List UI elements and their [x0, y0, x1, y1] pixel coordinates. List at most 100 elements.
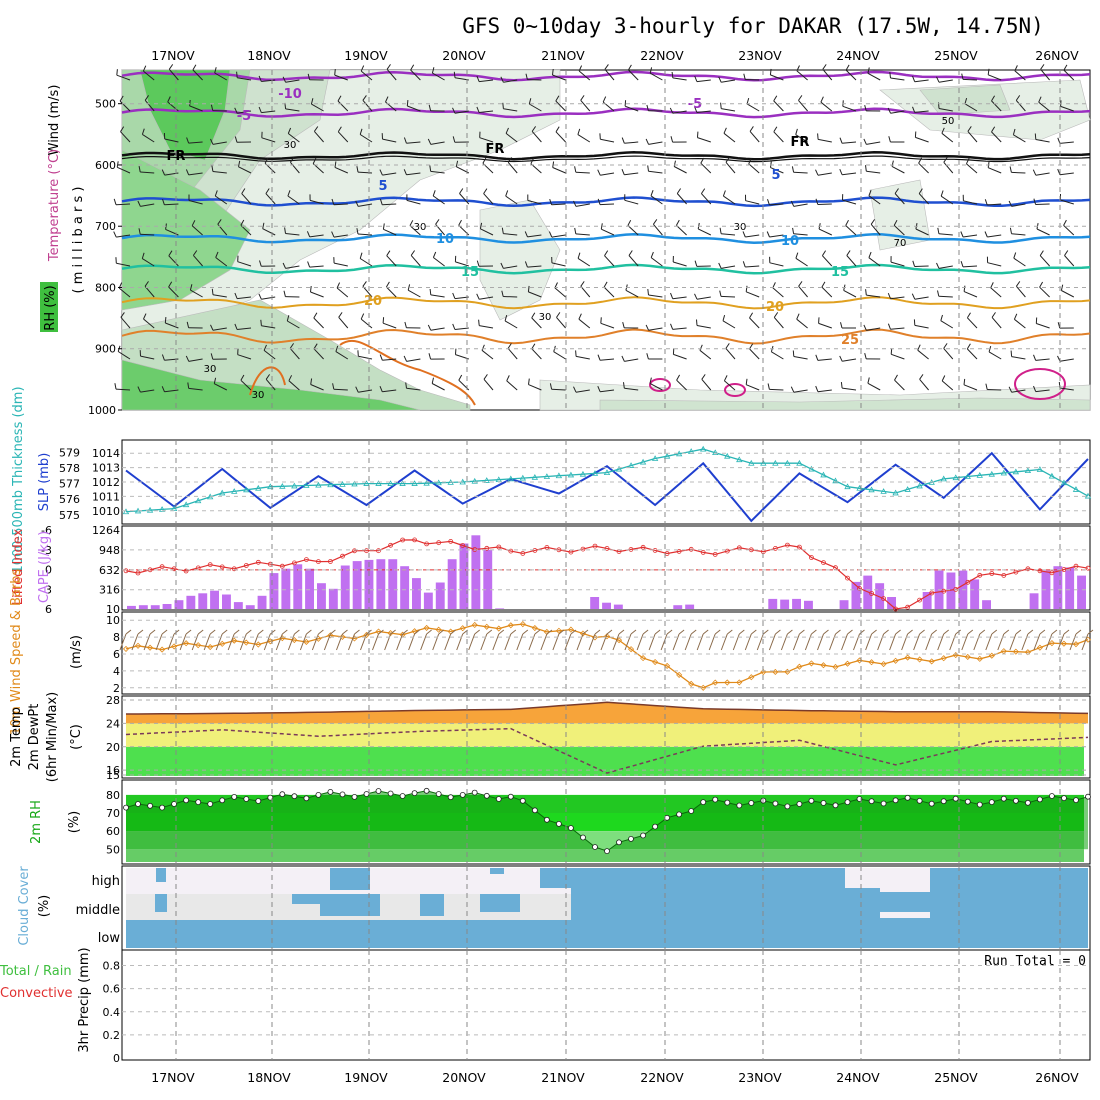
wind-barb-flag [822, 64, 827, 70]
wind-barb [770, 74, 784, 81]
wind-barb-flag [549, 383, 553, 390]
cape-bar [471, 535, 481, 609]
wind-barb [406, 172, 421, 176]
li-line [125, 539, 1089, 610]
wind-barb-flag [185, 169, 190, 176]
wind-barb [1011, 233, 1026, 236]
li-marker [340, 553, 345, 559]
cape-bar [269, 573, 279, 609]
thickness-marker [423, 479, 430, 486]
temp-tick: 24 [106, 717, 120, 730]
wind10-marker [531, 624, 538, 632]
wind-barb [337, 100, 349, 112]
cape-bar [447, 559, 457, 609]
wind-barb-flag [839, 137, 843, 144]
wind10-barb-flag [161, 629, 168, 635]
wind-barb-flag [236, 71, 238, 78]
wind-barb-flag [815, 385, 819, 392]
wind-barb-flag [767, 199, 770, 206]
wind10-tick: 10 [106, 614, 120, 627]
wind-barb-flag [505, 127, 509, 134]
wind-barb [1061, 290, 1075, 298]
slp-tick: 1013 [92, 462, 120, 475]
wind-barb-flag [815, 354, 819, 361]
wind10-marker [1060, 640, 1068, 647]
li-marker [688, 546, 694, 552]
wind10-marker [976, 655, 983, 662]
rh-marker [640, 832, 646, 839]
wind-barb-flag [191, 220, 196, 226]
rh-contour-fill [479, 199, 561, 321]
wind-barb [696, 110, 711, 113]
wind-barb-flag [621, 169, 625, 175]
wind10-barb [323, 633, 331, 651]
wind10-marker [1084, 636, 1092, 643]
wind-barb [1035, 203, 1050, 205]
li-marker [171, 566, 177, 572]
wind-barb-flag [670, 323, 674, 330]
day-label-bottom: 19NOV [344, 1070, 388, 1085]
thickness-marker [1024, 467, 1032, 474]
wind-barb [531, 348, 542, 360]
wind10-marker [832, 663, 839, 671]
wind-barb-flag [676, 188, 682, 194]
wind-barb [531, 131, 542, 143]
cloud-high-mid [571, 868, 1088, 920]
wind-barb [938, 108, 953, 112]
wind-barb [1013, 134, 1026, 143]
wind-barb [988, 74, 1002, 81]
thickness-marker [255, 484, 262, 491]
wind-barb [528, 384, 542, 391]
wind-barb-flag [476, 106, 480, 113]
contour-label: FR [167, 149, 186, 164]
thickness-marker [1012, 468, 1020, 475]
wind-barb [288, 380, 300, 391]
wind10-marker [736, 679, 743, 686]
contour-10 [121, 233, 1091, 244]
wind-barb [551, 262, 566, 267]
wind-barb-flag [528, 98, 532, 105]
wind10-barb [1009, 633, 1017, 651]
wind-barb [314, 131, 324, 143]
rh-marker [231, 794, 238, 800]
wind10-barb-flag [979, 629, 986, 635]
wind-barb-flag [940, 190, 944, 197]
wind-barb [386, 255, 397, 267]
wind10-barb-flag [582, 629, 589, 635]
cloud-block [330, 868, 370, 890]
wind10-barb [1033, 633, 1041, 651]
contour-label: 20 [766, 300, 784, 315]
wind10-barb-flag [534, 629, 541, 635]
wind-barb-flag [238, 160, 241, 167]
rh-marker [544, 816, 550, 823]
wind-barb-flag [476, 293, 480, 300]
wind-barb-flag [555, 126, 560, 133]
wind-barb [334, 74, 348, 81]
wind-barb-flag [1039, 281, 1044, 288]
wind10-barb-flag [257, 629, 264, 635]
wind-barb [648, 141, 663, 145]
li-tick: 6 [45, 603, 52, 616]
cape-bar [162, 604, 172, 609]
wind-barb [967, 317, 978, 329]
wind-barb-flag [863, 138, 867, 145]
contour-label: 5 [771, 168, 780, 183]
wind10-barb-flag [847, 629, 853, 635]
wind-barb-flag [479, 222, 483, 229]
wind-barb [1063, 225, 1075, 236]
precip-tick: 0.4 [103, 1006, 121, 1019]
wind10-marker [219, 640, 226, 647]
wind-barb-flag [889, 72, 891, 79]
wind-barb [943, 161, 954, 174]
wind-barb [676, 225, 687, 236]
wind-barb-flag [530, 158, 535, 164]
wind-barb [1035, 389, 1050, 393]
wind-barb-flag [720, 102, 722, 109]
day-label-bottom: 25NOV [934, 1070, 978, 1085]
rh-marker [1085, 793, 1091, 800]
cape-panel [121, 525, 1091, 611]
wind10-barb [155, 633, 163, 651]
cape-bar [388, 559, 398, 609]
wind-barb [648, 327, 663, 331]
wind-barb [454, 327, 469, 330]
